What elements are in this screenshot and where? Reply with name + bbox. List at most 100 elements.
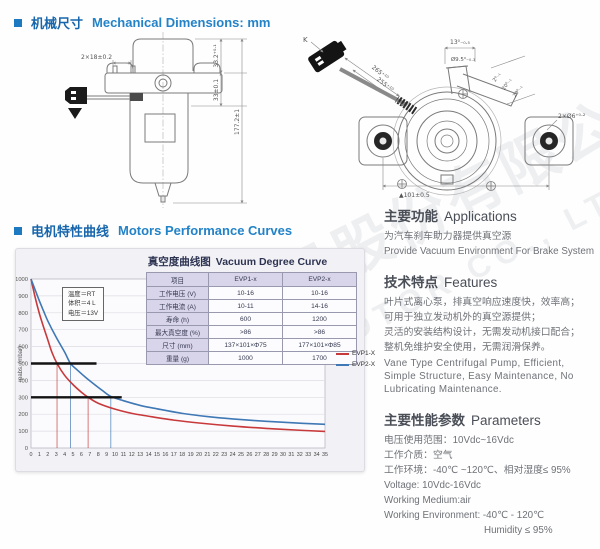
x-tick-label: 23	[221, 452, 227, 458]
value-cell: 1200	[282, 312, 357, 326]
heading-zh: 主要性能参数	[384, 412, 465, 428]
table-header-cell: 项目	[146, 272, 209, 287]
x-tick-label: 5	[72, 452, 75, 458]
chart-title-en: Vacuum Degree Curve	[215, 256, 328, 268]
wire-connector-icon	[65, 87, 87, 119]
section-title-zh: 电机特性曲线	[31, 224, 110, 239]
value-cell: 14-16	[282, 299, 357, 313]
y-tick-label: 600	[18, 345, 28, 351]
dimension-lines	[310, 41, 558, 190]
x-tick-label: 0	[30, 452, 33, 458]
y-tick-label: 800	[18, 311, 28, 317]
heading-en: Applications	[444, 209, 517, 224]
x-tick-label: 33	[305, 452, 311, 458]
applications-section: 主要功能 Applications 为汽车刹车助力器提供真空源 Provide Va…	[384, 205, 598, 259]
x-tick-label: 26	[246, 452, 252, 458]
bullet-icon	[14, 18, 22, 27]
x-tick-label: 15	[154, 452, 160, 458]
table-header-cell: EVP1-x	[208, 272, 283, 287]
chart-title-zh: 真空度曲线图	[147, 256, 211, 268]
info-column: 主要功能 Applications 为汽车刹车助力器提供真空源 Provide Va…	[384, 205, 598, 549]
applications-heading: 主要功能 Applications	[384, 205, 598, 225]
bullet-icon	[14, 226, 22, 235]
section-header-mechanical: 机械尺寸 Mechanical Dimensions: mm	[14, 13, 270, 32]
annotation-line: 电压＝13V	[68, 309, 99, 317]
curve-EVP2-X	[30, 278, 326, 426]
y-tick-label: 0	[25, 446, 28, 452]
legend-line-swatch	[336, 352, 349, 355]
dim-label: ▲101±0.5	[399, 192, 430, 199]
pump-body-outline	[87, 32, 223, 208]
dim-label: 20⁰₋₁	[501, 77, 513, 91]
x-tick-label: 17	[171, 452, 177, 458]
x-tick-label: 21	[204, 452, 210, 458]
heading-en: Parameters	[471, 412, 541, 428]
value-cell: 600	[208, 312, 283, 326]
row-label-cell: 工作电压 (V)	[146, 286, 209, 300]
features-body-zh: 叶片式离心泵，排真空响应速度快，效率高； 可用于独立发动机外的真空源提供； 灵活的安…	[384, 296, 598, 355]
row-label-cell: 最大真空度 (%)	[146, 325, 209, 339]
y-tick-label: 400	[18, 378, 28, 384]
parameters-section: 主要性能参数 Parameters 电压使用范围：10Vdc~16Vdc 工作介质：…	[384, 409, 598, 538]
row-label-cell: 重量 (g)	[146, 351, 209, 365]
x-tick-label: 35	[322, 452, 328, 458]
y-tick-label: 200	[18, 412, 28, 418]
section-title-zh: 机械尺寸	[31, 16, 84, 31]
chart-legend: EVP1-X EVP2-X	[336, 350, 375, 372]
dim-label: 33±0.1	[213, 79, 220, 101]
x-tick-label: 8	[97, 452, 100, 458]
x-tick-label: 20	[196, 452, 202, 458]
text-line: Working Environment: -40℃ - 120℃	[384, 509, 545, 521]
x-tick-label: 27	[255, 452, 261, 458]
annotation-line: 体积＝4 L	[68, 300, 96, 308]
value-cell: 10-16	[282, 286, 357, 300]
dimension-lines	[112, 38, 247, 204]
x-tick-label: 31	[288, 452, 294, 458]
x-tick-label: 10	[112, 452, 118, 458]
dim-label: Ø9.5⁰₋₀.₃	[451, 56, 475, 63]
text-line: 叶片式离心泵，排真空响应速度快，效率高；	[384, 296, 580, 308]
pump-front-view-drawing: K 265⁺¹⁰ 255⁺¹⁰ 13⁰₋₀.₅ Ø9.5⁰₋₀.₃ 2⁰₋₁ 2…	[303, 36, 586, 199]
x-tick-label: 14	[146, 452, 152, 458]
text-line: 工作介质：空气	[384, 449, 453, 461]
x-tick-label: 16	[162, 452, 168, 458]
pump-face-outline	[358, 65, 574, 196]
text-line: 可用于独立发动机外的真空源提供；	[384, 311, 541, 323]
legend-label: EVP1-X	[352, 350, 376, 357]
x-tick-label: 1	[38, 452, 41, 458]
value-cell: 10-11	[208, 299, 283, 313]
x-tick-label: 3	[55, 452, 58, 458]
parameters-body: 电压使用范围：10Vdc~16Vdc 工作介质：空气 工作环境：-40℃ ~120℃…	[384, 434, 598, 538]
pump-side-view-drawing: 2×18±0.2 33.2⁺⁰·¹ 33±0.1 177.2±1	[65, 32, 247, 208]
table-row: 重量 (g) 1000 1700	[146, 351, 357, 365]
legend-line-swatch	[336, 363, 349, 366]
text-line: Humidity ≤ 95%	[484, 524, 553, 536]
x-tick-label: 9	[105, 452, 108, 458]
row-label-cell: 尺寸 (mm)	[146, 338, 209, 352]
x-tick-label: 13	[137, 452, 143, 458]
applications-body: 为汽车刹车助力器提供真空源 Provide Vacuum Environment …	[384, 230, 598, 259]
x-tick-label: 25	[238, 452, 244, 458]
heading-en: Features	[444, 274, 498, 290]
cable-connector-icon	[308, 40, 347, 73]
x-tick-label: 7	[88, 452, 91, 458]
value-cell: 10-16	[208, 286, 283, 300]
dim-label: 13⁰₋₀.₅	[450, 39, 471, 46]
dim-label: 2×18±0.2	[81, 54, 112, 61]
row-label-cell: 工作电流 (A)	[146, 299, 209, 313]
legend-item: EVP2-X	[336, 361, 375, 368]
table-row: 工作电流 (A) 10-11 14-16	[146, 299, 357, 313]
y-tick-label: 700	[18, 328, 28, 334]
dim-label: 177.2±1	[234, 109, 241, 135]
annotation-line: 温度＝RT	[68, 291, 96, 298]
y-tick-label: 1000	[16, 277, 28, 283]
y-axis-label: pabs. (mbar)	[18, 346, 24, 380]
x-tick-label: 12	[129, 452, 135, 458]
text-line: 电压使用范围：10Vdc~16Vdc	[384, 434, 514, 446]
dim-label: 29⁰₋₁	[512, 84, 524, 98]
y-tick-label: 900	[18, 294, 28, 300]
dim-label: 33.2⁺⁰·¹	[213, 44, 220, 68]
y-tick-label: 500	[18, 362, 28, 368]
legend-item: EVP1-X	[336, 350, 375, 357]
heading-zh: 主要功能	[384, 209, 438, 224]
